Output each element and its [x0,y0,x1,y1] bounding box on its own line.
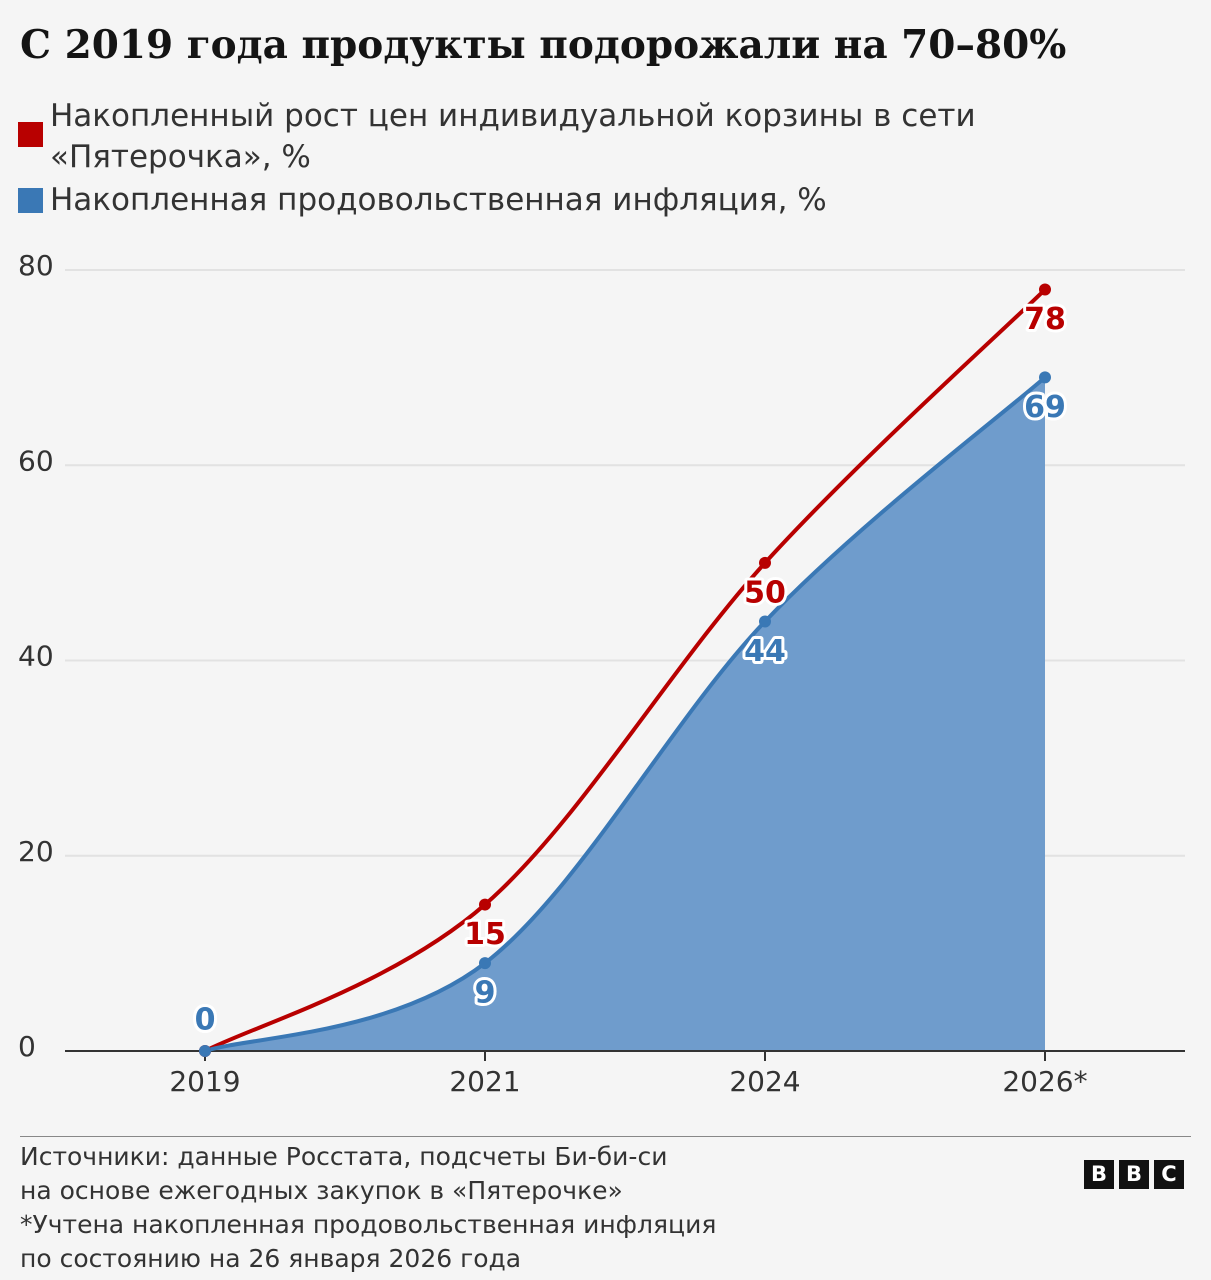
legend-swatch [18,122,43,147]
point [1039,283,1051,296]
area [205,377,1045,1051]
logo-letter: B [1119,1160,1149,1189]
data-label: 9 [475,976,496,1011]
legend: Накопленный рост цен индивидуальной корз… [18,96,1028,223]
logo-letter: B [1084,1160,1114,1189]
point [479,957,491,970]
footer: Источники: данные Росстата, подсчеты Би-… [20,1136,1191,1276]
legend-swatch [18,188,43,213]
data-label: 44 [744,634,786,669]
source-note: на основе ежегодных закупок в «Пятерочке… [20,1176,623,1205]
legend-item: Накопленный рост цен индивидуальной корз… [18,96,1028,178]
point [199,1045,211,1057]
logo-letter: C [1154,1160,1184,1189]
point [1039,371,1051,384]
legend-item: Накопленная продовольственная инфляция, … [18,180,1028,221]
y-tick-label: 60 [18,444,54,477]
data-label: 78 [1024,302,1066,337]
y-tick-label: 0 [18,1030,36,1063]
line [204,288,1047,1053]
x-tick-label: 2026* [1002,1065,1087,1098]
x-tick-label: 2019 [169,1065,240,1098]
point [759,556,771,569]
x-tick-label: 2024 [729,1065,800,1098]
point [479,898,491,911]
y-tick-label: 40 [18,640,54,673]
y-tick-label: 20 [18,835,54,868]
source-note: Источники: данные Росстата, подсчеты Би-… [20,1142,668,1171]
data-label: 0 [195,1003,216,1038]
data-label: 69 [1024,390,1066,425]
y-tick-label: 80 [18,249,54,282]
legend-label: Накопленная продовольственная инфляция, … [50,182,827,218]
data-label: 0 [195,1003,216,1038]
line [204,375,1047,1053]
data-label: 50 [744,575,786,610]
point [759,615,771,628]
chart-title: С 2019 года продукты подорожали на 70–80… [20,22,1067,68]
x-tick-label: 2021 [449,1065,520,1098]
source-note: по состоянию на 26 января 2026 года [20,1244,522,1273]
data-label: 15 [464,917,506,952]
legend-label: Накопленный рост цен индивидуальной корз… [50,98,976,175]
source-note: *Учтена накопленная продовольственная ин… [20,1210,717,1239]
